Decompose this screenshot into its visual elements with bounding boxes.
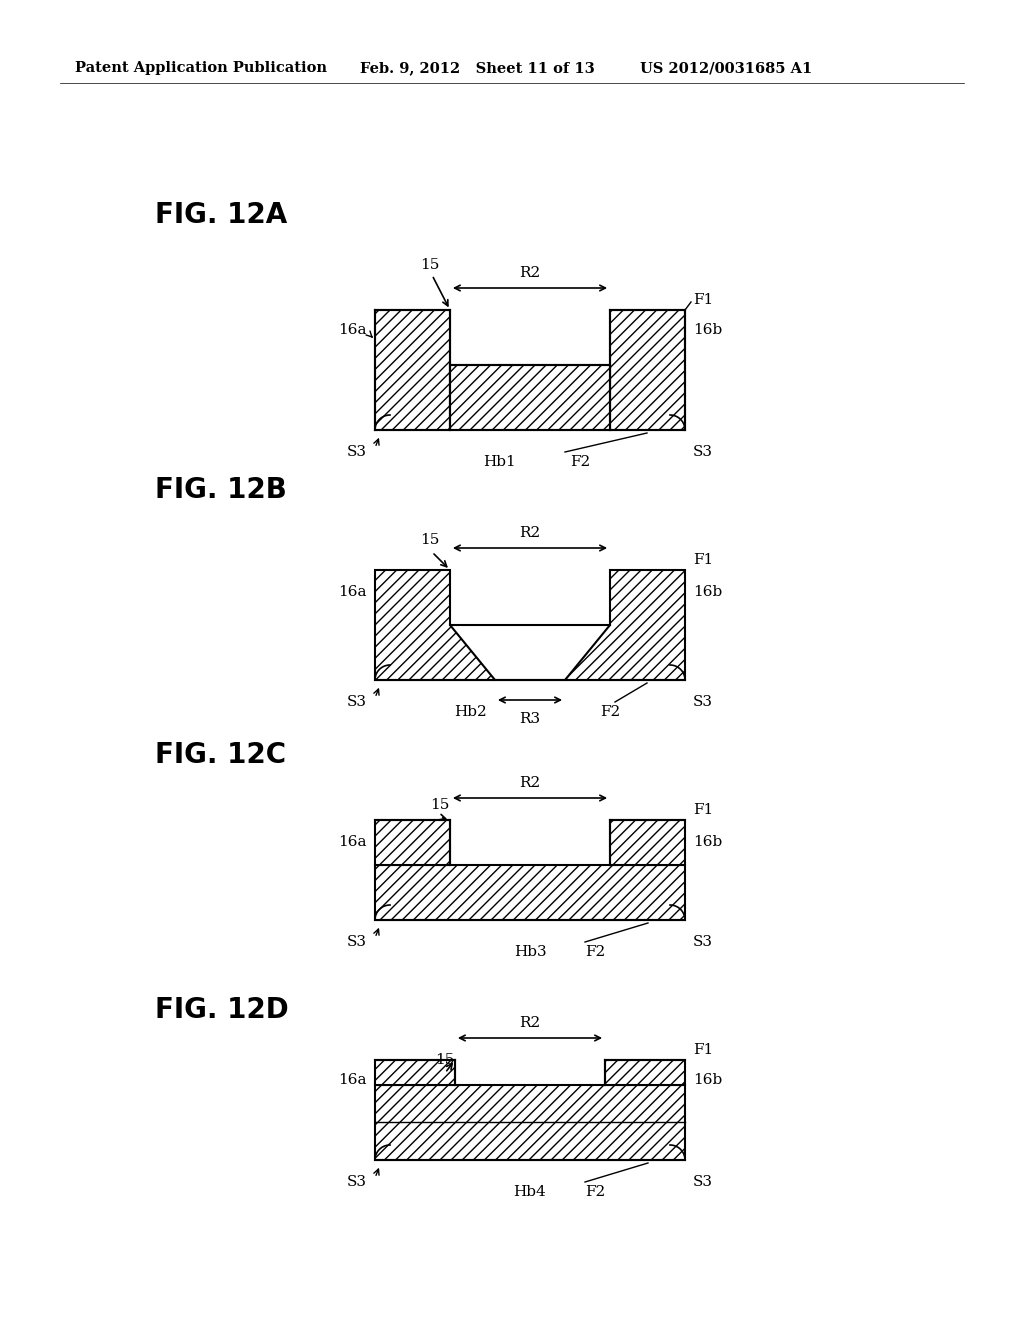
Text: 15: 15 bbox=[430, 799, 450, 812]
Text: US 2012/0031685 A1: US 2012/0031685 A1 bbox=[640, 61, 812, 75]
Text: 16b: 16b bbox=[693, 585, 722, 599]
Bar bbox=[375, 865, 685, 920]
Polygon shape bbox=[565, 570, 685, 680]
Bar bbox=[610, 310, 685, 430]
Text: F2: F2 bbox=[585, 1185, 605, 1199]
Text: F1: F1 bbox=[693, 803, 714, 817]
Text: F2: F2 bbox=[600, 705, 621, 719]
Text: F1: F1 bbox=[693, 1043, 714, 1057]
Text: FIG. 12B: FIG. 12B bbox=[155, 477, 287, 504]
Text: 16b: 16b bbox=[693, 1073, 722, 1086]
Text: 16a: 16a bbox=[339, 323, 367, 337]
Text: R2: R2 bbox=[519, 776, 541, 789]
Polygon shape bbox=[375, 570, 495, 680]
Text: 16a: 16a bbox=[339, 585, 367, 599]
Bar bbox=[375, 1085, 685, 1160]
Text: S3: S3 bbox=[347, 696, 367, 709]
Text: R2: R2 bbox=[519, 1016, 541, 1030]
Text: Feb. 9, 2012   Sheet 11 of 13: Feb. 9, 2012 Sheet 11 of 13 bbox=[360, 61, 595, 75]
Text: S3: S3 bbox=[693, 445, 713, 459]
Text: FIG. 12C: FIG. 12C bbox=[155, 741, 286, 770]
Text: 15: 15 bbox=[420, 257, 439, 272]
Text: 16a: 16a bbox=[339, 1073, 367, 1086]
Text: S3: S3 bbox=[693, 696, 713, 709]
Text: R3: R3 bbox=[519, 711, 541, 726]
Bar bbox=[610, 820, 685, 865]
Text: F1: F1 bbox=[693, 293, 714, 308]
Text: 16b: 16b bbox=[693, 323, 722, 337]
Text: F1: F1 bbox=[693, 553, 714, 568]
Bar bbox=[605, 1060, 685, 1085]
Text: Hb1: Hb1 bbox=[483, 455, 516, 469]
Text: R2: R2 bbox=[519, 267, 541, 280]
Text: R2: R2 bbox=[519, 525, 541, 540]
Text: F2: F2 bbox=[570, 455, 590, 469]
Text: 15: 15 bbox=[420, 533, 439, 546]
Text: Patent Application Publication: Patent Application Publication bbox=[75, 61, 327, 75]
Text: S3: S3 bbox=[693, 1175, 713, 1189]
Bar bbox=[450, 366, 610, 430]
Text: 16b: 16b bbox=[693, 836, 722, 849]
Bar bbox=[375, 1060, 455, 1085]
Text: 16a: 16a bbox=[339, 836, 367, 849]
Text: FIG. 12D: FIG. 12D bbox=[155, 997, 289, 1024]
Text: Hb3: Hb3 bbox=[514, 945, 547, 960]
Text: Hb2: Hb2 bbox=[455, 705, 487, 719]
Text: F2: F2 bbox=[585, 945, 605, 960]
Text: Hb4: Hb4 bbox=[514, 1185, 547, 1199]
Bar bbox=[375, 820, 450, 865]
Text: S3: S3 bbox=[693, 935, 713, 949]
Text: S3: S3 bbox=[347, 935, 367, 949]
Text: S3: S3 bbox=[347, 445, 367, 459]
Text: 15: 15 bbox=[435, 1053, 455, 1067]
Bar bbox=[375, 310, 450, 430]
Text: FIG. 12A: FIG. 12A bbox=[155, 201, 288, 228]
Text: S3: S3 bbox=[347, 1175, 367, 1189]
